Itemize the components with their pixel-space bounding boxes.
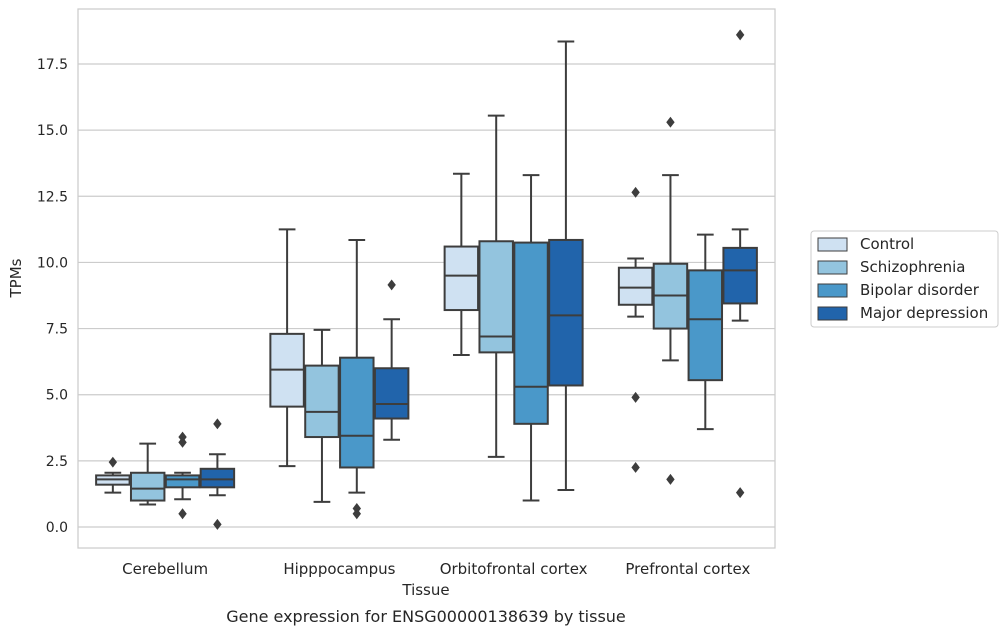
outlier-point [666, 473, 675, 485]
y-tick-label: 17.5 [37, 57, 68, 73]
box [129, 471, 166, 502]
outlier-point [108, 456, 118, 468]
legend-frame [810, 230, 999, 328]
box-group [687, 233, 724, 431]
legend-swatch [817, 237, 848, 252]
box-group [722, 29, 758, 499]
box [478, 240, 514, 354]
box [617, 266, 654, 306]
outlier-point [666, 116, 675, 128]
box [548, 238, 584, 387]
box-group [443, 172, 480, 357]
box [687, 269, 724, 382]
box-group [269, 228, 305, 468]
legend-label: Bipolar disorder [860, 281, 980, 299]
y-tick-label: 12.5 [37, 189, 68, 205]
outlier-point [352, 508, 361, 520]
box [304, 364, 340, 439]
box-group [617, 186, 654, 473]
box-group [95, 456, 131, 494]
box-group [513, 174, 549, 502]
x-tick-label: Prefrontal cortex [625, 560, 750, 578]
box [164, 474, 201, 489]
box [722, 246, 758, 305]
legend-swatch [817, 306, 848, 321]
box-group [129, 442, 166, 506]
legend: Control Schizophrenia Bipolar disorder Majo… [810, 230, 999, 328]
outlier-point [631, 462, 640, 473]
box [339, 356, 375, 469]
outlier-point [735, 487, 745, 499]
outlier-point [631, 186, 640, 198]
outlier-point [735, 29, 745, 41]
x-tick-label: Hipppocampus [283, 560, 395, 578]
y-tick-label: 2.5 [46, 454, 68, 470]
outlier-point [213, 418, 222, 430]
box [199, 467, 236, 489]
y-axis-label: TPMs [7, 258, 25, 298]
x-axis-label: Tissue [401, 581, 449, 599]
outlier-point [178, 508, 187, 520]
box-group [339, 238, 375, 520]
outlier-point [213, 518, 222, 530]
box [443, 245, 480, 312]
box-group [304, 328, 340, 503]
plot-area-frame [77, 8, 776, 549]
legend-swatch [817, 283, 848, 298]
x-tick-label: Cerebellum [122, 560, 208, 578]
legend-swatch [817, 260, 848, 275]
legend-label: Major depression [860, 304, 988, 322]
box-group [478, 114, 514, 458]
box [513, 241, 549, 425]
legend-label: Control [860, 235, 914, 253]
box-series [95, 29, 758, 530]
outlier-point [631, 391, 640, 403]
box-group [199, 418, 236, 530]
outlier-point [178, 436, 187, 448]
legend-label: Schizophrenia [860, 258, 965, 276]
x-tick-labels: Cerebellum Hipppocampus Orbitofrontal cort… [122, 560, 750, 578]
box-group [164, 431, 201, 520]
outlier-point [387, 279, 396, 291]
x-tick-label: Orbitofrontal cortex [440, 560, 588, 578]
gridlines [78, 63, 775, 528]
y-tick-label: 0.0 [46, 520, 68, 536]
chart-caption: Gene expression for ENSG00000138639 by t… [226, 607, 626, 626]
box [373, 367, 410, 420]
y-tick-label: 7.5 [46, 322, 68, 338]
box-group [548, 40, 584, 491]
y-tick-label: 10.0 [37, 255, 68, 271]
y-tick-labels: 0.0 2.5 5.0 7.5 10.0 12.5 15.0 17.5 [37, 57, 68, 536]
box-group [652, 116, 689, 485]
box-group [373, 279, 410, 441]
y-tick-label: 5.0 [46, 388, 68, 404]
y-tick-label: 15.0 [37, 123, 68, 139]
